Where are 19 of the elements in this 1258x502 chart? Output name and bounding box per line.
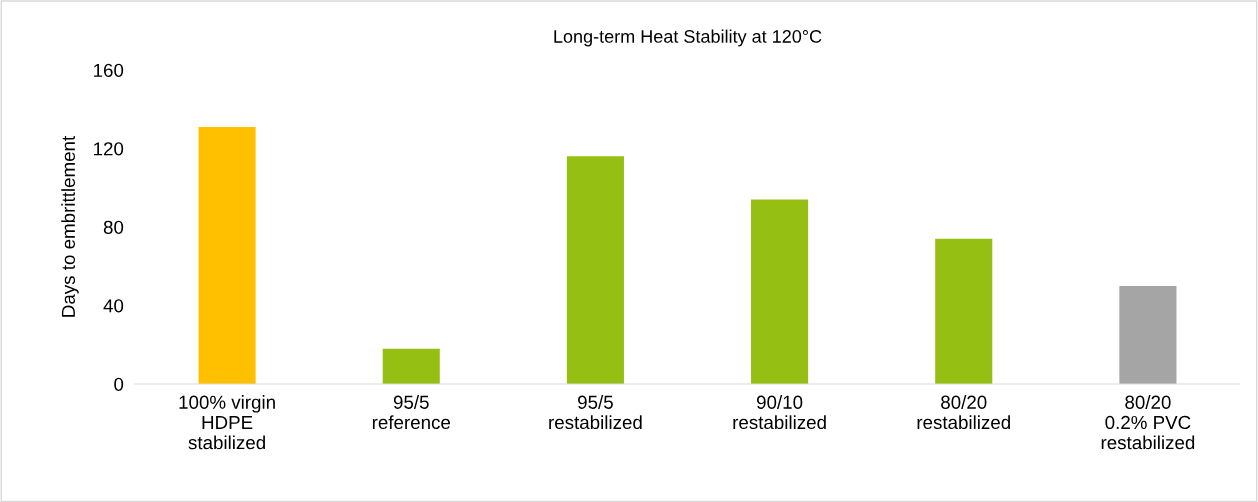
bar	[935, 238, 993, 384]
x-tick-label: 100% virgin HDPE stabilized	[179, 395, 275, 450]
x-tick-label: 95/5 reference	[372, 395, 451, 430]
x-tick-label: 95/5 restabilized	[549, 395, 642, 430]
y-tick-label: 40	[103, 299, 124, 313]
x-tick-label: 90/10 restabilized	[733, 395, 826, 430]
bar	[566, 156, 624, 384]
y-axis-title: Days to embrittlement	[61, 135, 79, 317]
y-tick-label: 80	[103, 220, 124, 234]
y-tick-label: 160	[94, 63, 124, 77]
bar	[198, 126, 256, 384]
bar	[1119, 285, 1177, 384]
y-tick-label: 0	[114, 377, 124, 391]
x-tick-label: 80/20 0.2% PVC restabilized	[1101, 395, 1195, 450]
y-tick-label: 120	[94, 142, 124, 156]
bar	[382, 348, 440, 384]
chart-title: Long-term Heat Stability at 120°C	[554, 29, 822, 47]
x-tick-label: 80/20 restabilized	[917, 395, 1010, 430]
bar	[751, 199, 809, 384]
